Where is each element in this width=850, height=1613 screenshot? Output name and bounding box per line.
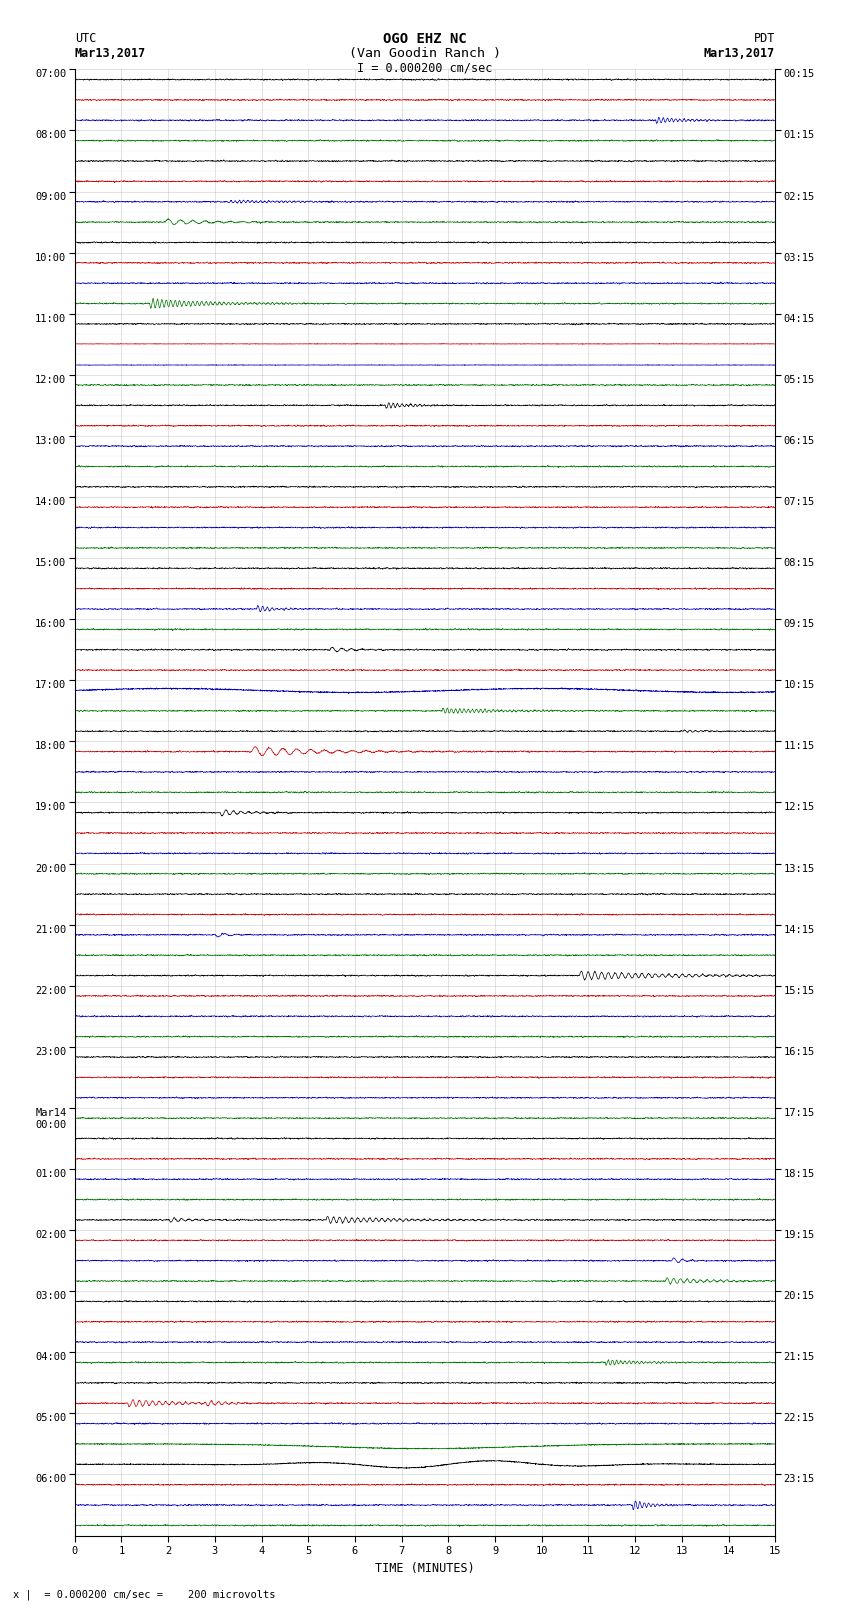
X-axis label: TIME (MINUTES): TIME (MINUTES) [375, 1561, 475, 1574]
Text: UTC: UTC [75, 32, 96, 45]
Text: Mar13,2017: Mar13,2017 [75, 47, 146, 60]
Text: PDT: PDT [754, 32, 775, 45]
Text: Mar13,2017: Mar13,2017 [704, 47, 775, 60]
Text: I = 0.000200 cm/sec: I = 0.000200 cm/sec [357, 61, 493, 74]
Text: OGO EHZ NC: OGO EHZ NC [383, 32, 467, 47]
Text: x |  = 0.000200 cm/sec =    200 microvolts: x | = 0.000200 cm/sec = 200 microvolts [13, 1589, 275, 1600]
Text: (Van Goodin Ranch ): (Van Goodin Ranch ) [349, 47, 501, 60]
